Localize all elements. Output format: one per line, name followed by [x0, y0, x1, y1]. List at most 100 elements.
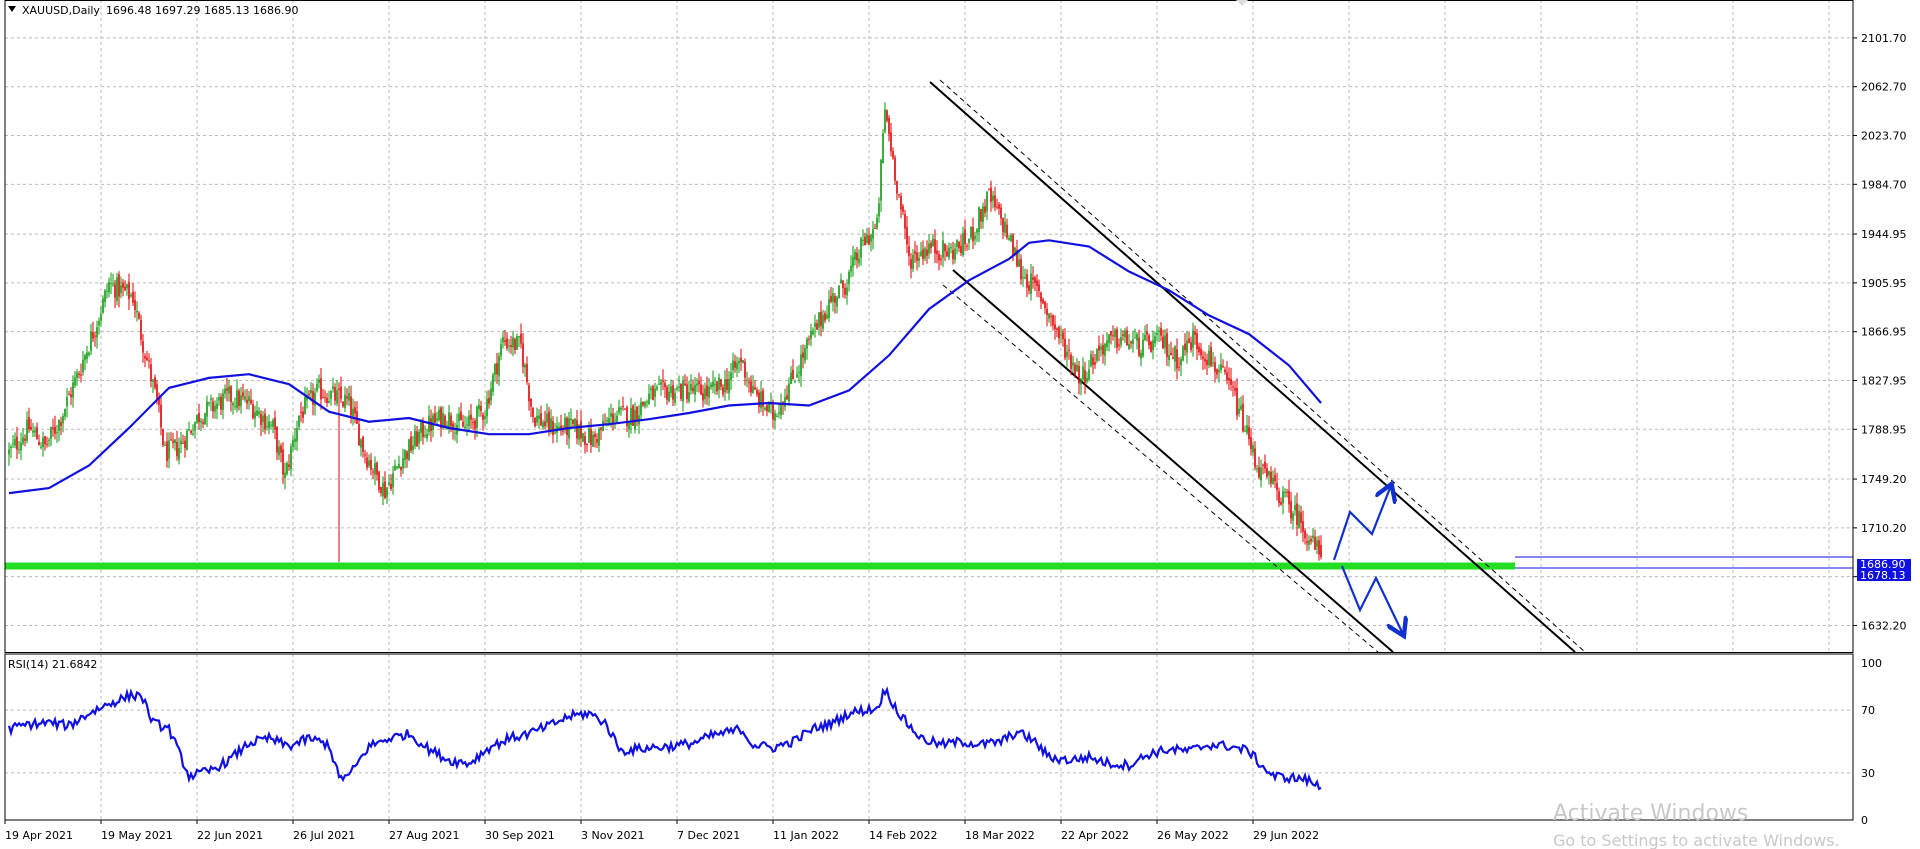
- candle-body: [672, 385, 674, 400]
- candle-body: [906, 226, 908, 245]
- bearish-arrow: [1340, 565, 1402, 632]
- candle-body: [1120, 337, 1122, 345]
- price-tick-label: 1710.20: [1861, 522, 1907, 535]
- candle-body: [658, 383, 660, 385]
- candle-body: [548, 411, 550, 431]
- candle-body: [324, 397, 326, 399]
- candle-body: [376, 462, 378, 475]
- candle-body: [608, 418, 610, 424]
- candle-body: [1044, 301, 1046, 309]
- candle-body: [396, 466, 398, 469]
- candle-body: [370, 459, 372, 470]
- candle-body: [340, 386, 342, 399]
- candle-body: [222, 393, 224, 410]
- candle-body: [738, 360, 740, 364]
- candle-body: [534, 417, 536, 427]
- candle-body: [530, 398, 532, 407]
- candle-body: [866, 234, 868, 243]
- candle-body: [1284, 492, 1286, 494]
- candle-body: [244, 396, 246, 400]
- candle-body: [1254, 448, 1256, 468]
- candle-body: [430, 418, 432, 432]
- candle-body: [678, 386, 680, 388]
- candle-body: [892, 150, 894, 158]
- time-tick-label: 29 Jun 2022: [1253, 829, 1319, 842]
- candle-body: [384, 481, 386, 498]
- candle-body: [876, 217, 878, 229]
- candle-body: [720, 379, 722, 387]
- candle-body: [468, 415, 470, 426]
- candle-body: [140, 319, 142, 340]
- candle-body: [1116, 329, 1118, 348]
- candle-body: [882, 133, 884, 164]
- candle-body: [104, 290, 106, 302]
- candle-body: [506, 338, 508, 349]
- candle-body: [282, 449, 284, 475]
- rsi-tick-label: 100: [1861, 657, 1882, 670]
- candle-body: [966, 245, 968, 247]
- candle-body: [190, 430, 192, 434]
- watermark-title: Activate Windows: [1553, 801, 1748, 826]
- support-price-box: [1857, 569, 1911, 581]
- candle-body: [1106, 340, 1108, 348]
- time-tick-label: 22 Apr 2022: [1061, 829, 1129, 842]
- candle-body: [388, 482, 390, 485]
- candle-body: [1200, 348, 1202, 356]
- candle-body: [574, 418, 576, 427]
- dropdown-triangle-icon[interactable]: [8, 6, 16, 12]
- support-band: [5, 562, 1515, 570]
- candle-body: [642, 401, 644, 406]
- candle-body: [360, 439, 362, 448]
- candle-body: [732, 360, 734, 371]
- candle-body: [592, 434, 594, 447]
- candle-body: [916, 252, 918, 261]
- candle-body: [312, 391, 314, 405]
- candle-body: [700, 384, 702, 395]
- candle-body: [522, 343, 524, 367]
- candle-body: [362, 436, 364, 452]
- candle-body: [354, 407, 356, 414]
- candle-body: [880, 159, 882, 201]
- candle-body: [546, 413, 548, 423]
- candle-body: [1222, 366, 1224, 368]
- candle-body: [82, 359, 84, 373]
- candle-body: [132, 291, 134, 303]
- candle-body: [106, 291, 108, 293]
- candle-body: [632, 405, 634, 426]
- candle-body: [596, 438, 598, 443]
- candle-body: [1240, 405, 1242, 410]
- candle-body: [822, 314, 824, 329]
- time-tick-label: 22 Jun 2021: [197, 829, 263, 842]
- price-tick-label: 1944.95: [1861, 228, 1907, 241]
- candle-body: [54, 426, 56, 434]
- candle-body: [864, 236, 866, 246]
- candle-body: [692, 387, 694, 392]
- candle-body: [1282, 491, 1284, 504]
- candle-body: [1012, 234, 1014, 256]
- candle-body: [100, 313, 102, 321]
- candle-body: [540, 413, 542, 426]
- candle-body: [922, 249, 924, 259]
- time-tick-label: 3 Nov 2021: [581, 829, 644, 842]
- candle-body: [314, 392, 316, 406]
- candle-body: [800, 354, 802, 376]
- candle-body: [286, 463, 288, 475]
- candle-body: [200, 420, 202, 423]
- candle-body: [1054, 324, 1056, 330]
- candle-body: [248, 396, 250, 402]
- candle-body: [1136, 333, 1138, 341]
- candle-body: [368, 460, 370, 467]
- candle-body: [50, 426, 52, 440]
- time-tick-label: 14 Feb 2022: [869, 829, 937, 842]
- candle-body: [62, 416, 64, 424]
- candle-body: [736, 362, 738, 370]
- candle-body: [1004, 221, 1006, 233]
- candle-body: [1064, 338, 1066, 358]
- candle-body: [160, 404, 162, 428]
- candle-body: [758, 392, 760, 408]
- price-tick-label: 2062.70: [1861, 81, 1907, 94]
- candle-body: [92, 332, 94, 339]
- candle-body: [954, 248, 956, 260]
